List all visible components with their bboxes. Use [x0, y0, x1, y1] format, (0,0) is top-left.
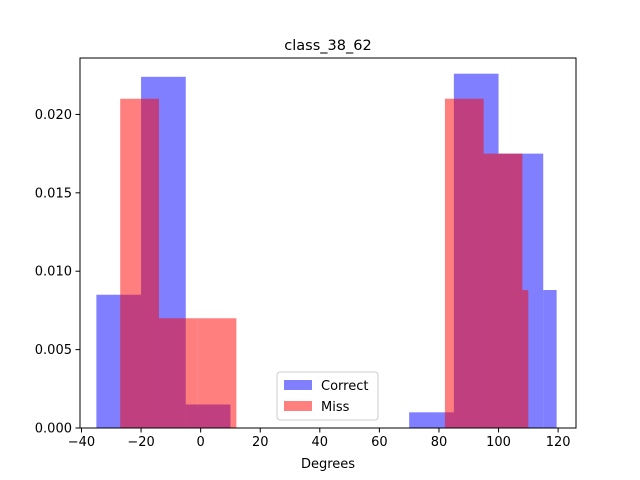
y-tick-label: 0.000: [35, 422, 72, 437]
legend: Correct Miss: [276, 371, 379, 421]
bar-miss-2: [197, 318, 237, 428]
legend-swatch-miss: [284, 401, 312, 411]
x-axis-label: Degrees: [301, 457, 355, 472]
bar-miss-4: [483, 153, 523, 428]
x-tick-label: 120: [546, 435, 571, 450]
bar-correct-7: [409, 412, 454, 428]
x-tick-label: 80: [431, 435, 448, 450]
x-tick-label: 100: [486, 435, 511, 450]
bar-miss-0: [120, 98, 159, 429]
bar-miss-1: [158, 318, 198, 428]
bar-miss-5: [522, 290, 529, 428]
x-tick-label: 20: [252, 435, 269, 450]
y-tick-label: 0.010: [35, 265, 72, 280]
legend-swatch-correct: [284, 380, 312, 390]
bars-layer: [96, 73, 557, 429]
y-tick-label: 0.005: [35, 343, 72, 358]
x-tick-label: 0: [197, 435, 205, 450]
x-tick-label: −20: [127, 435, 154, 450]
x-tick-label: 40: [312, 435, 329, 450]
x-tick-label: 60: [371, 435, 388, 450]
x-tick-label: −40: [68, 435, 95, 450]
axes-frame: [79, 57, 577, 429]
y-tick-label: 0.020: [35, 108, 72, 123]
chart-title: class_38_62: [284, 38, 371, 54]
x-axis: −40 −20 0 20 40 60 80 100 120: [68, 428, 571, 450]
y-axis: 0.000 0.005 0.010 0.015 0.020: [35, 108, 80, 437]
y-tick-label: 0.015: [35, 186, 72, 201]
legend-label-miss: Miss: [321, 400, 350, 415]
legend-label-correct: Correct: [321, 379, 368, 394]
bar-miss-3: [444, 98, 484, 429]
bar-correct-10: [543, 290, 557, 428]
